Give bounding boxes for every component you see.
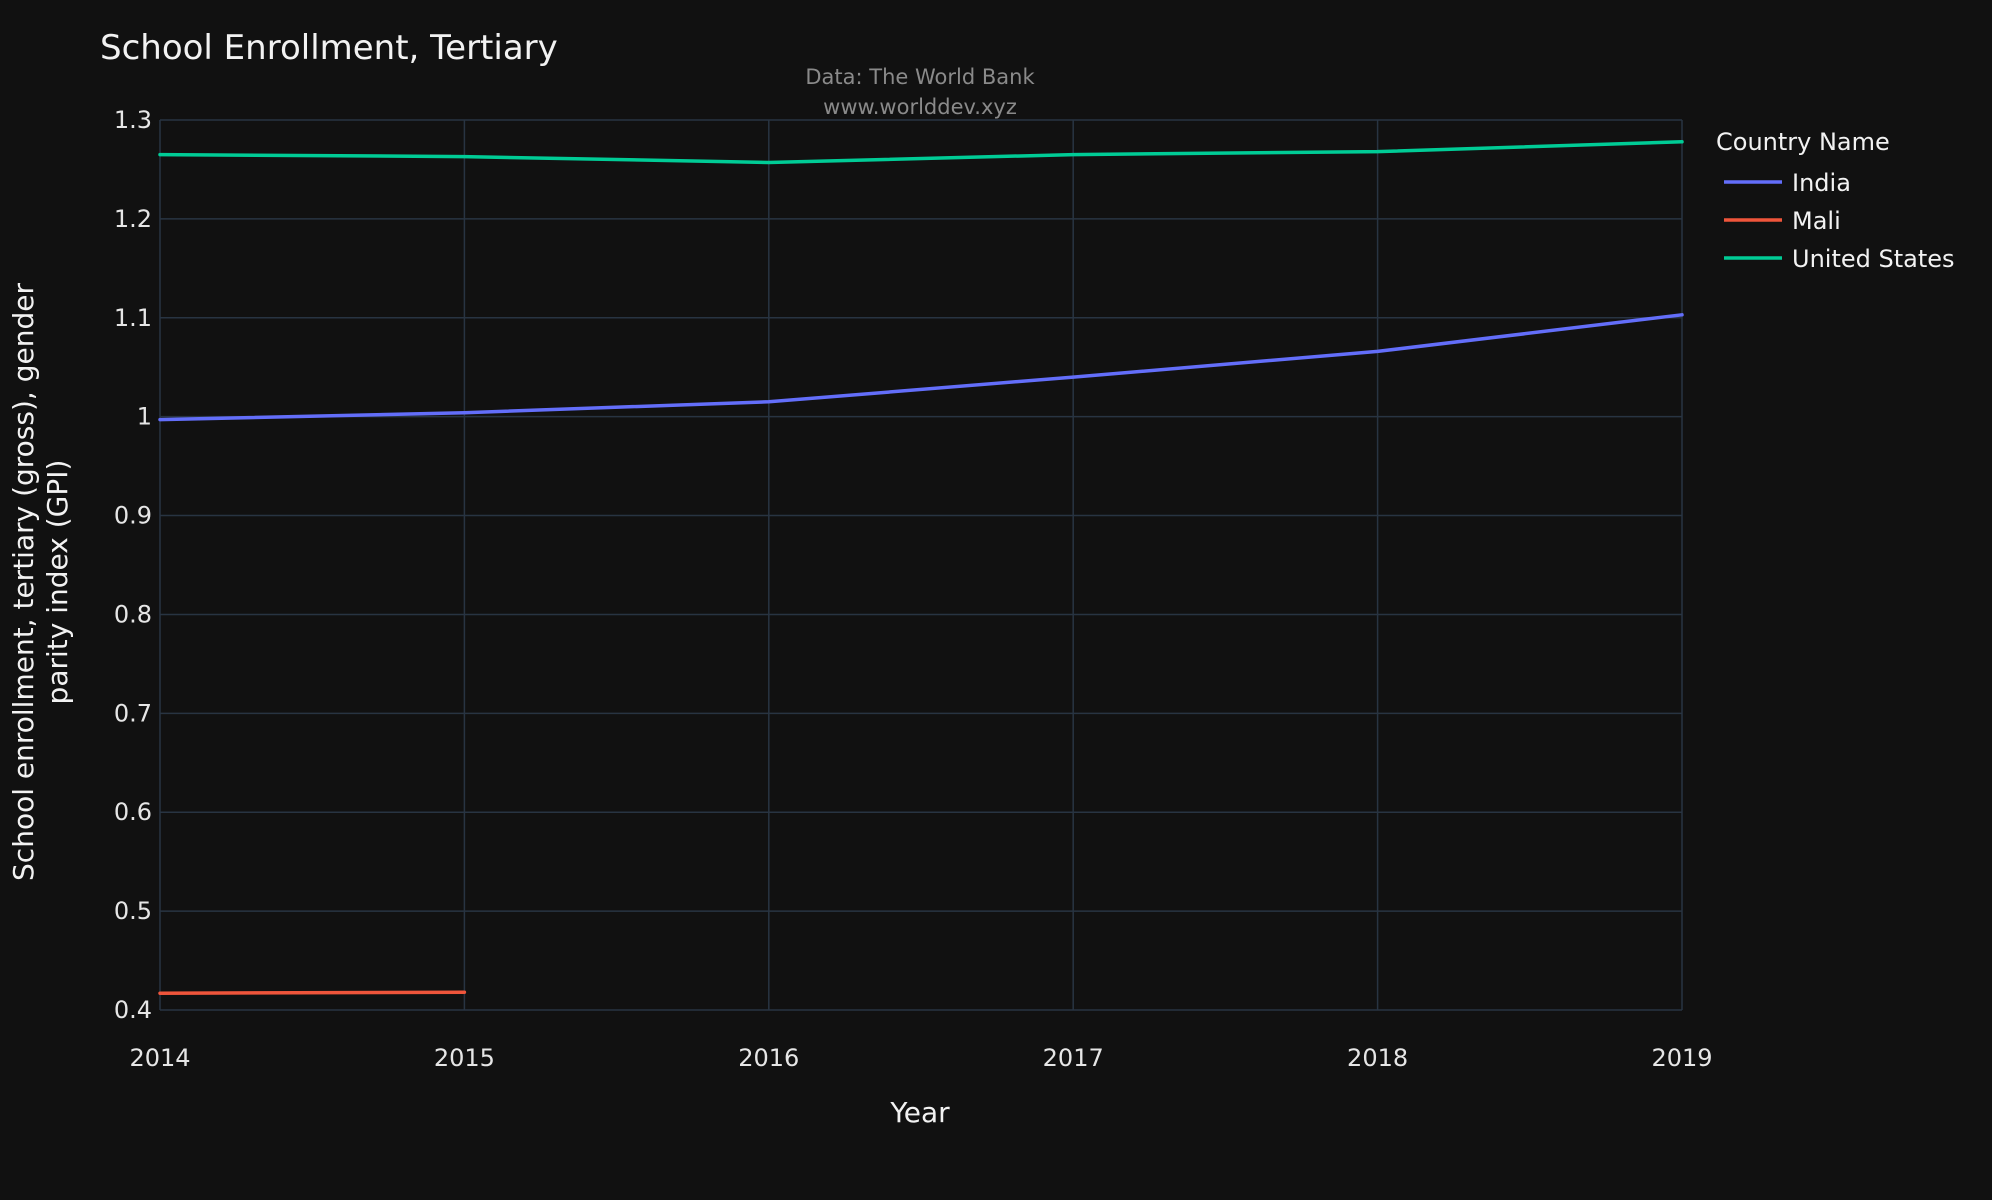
y-tick-label: 1 — [137, 403, 152, 431]
x-tick-label: 2014 — [129, 1044, 190, 1072]
y-tick-label: 0.7 — [114, 699, 152, 727]
legend: Country Name India Mali United States — [1716, 128, 1955, 273]
y-tick-label: 1.3 — [114, 106, 152, 134]
x-tick-label: 2017 — [1043, 1044, 1104, 1072]
y-tick-label: 1.2 — [114, 205, 152, 233]
y-axis-title-line-1: School enrollment, tertiary (gross), gen… — [7, 283, 40, 881]
y-tick-label: 0.9 — [114, 502, 152, 530]
chart-subtitle-url: www.worlddev.xyz — [823, 95, 1017, 119]
chart-subtitle-source: Data: The World Bank — [805, 65, 1035, 89]
legend-item-label: Mali — [1792, 207, 1841, 235]
x-tick-label: 2018 — [1347, 1044, 1408, 1072]
grid — [159, 119, 1683, 1011]
y-axis-ticks: 0.4 0.5 0.6 0.7 0.8 0.9 1 1.1 1.2 1.3 — [114, 106, 152, 1024]
y-tick-label: 1.1 — [114, 304, 152, 332]
x-axis-ticks: 2014 2015 2016 2017 2018 2019 — [129, 1044, 1712, 1072]
x-axis-title: Year — [889, 1096, 950, 1129]
y-axis-title-line-2: parity index (GPI) — [41, 460, 74, 705]
y-tick-label: 0.8 — [114, 600, 152, 628]
legend-title: Country Name — [1716, 128, 1890, 156]
series-line-india — [158, 313, 1684, 422]
legend-item-label: India — [1792, 169, 1851, 197]
legend-item-label: United States — [1792, 245, 1955, 273]
x-tick-label: 2015 — [434, 1044, 495, 1072]
series-line-united-states — [158, 140, 1684, 165]
y-tick-label: 0.6 — [114, 798, 152, 826]
chart-title: School Enrollment, Tertiary — [100, 28, 558, 68]
y-tick-label: 0.4 — [114, 996, 152, 1024]
x-tick-label: 2016 — [738, 1044, 799, 1072]
series-line-mali — [158, 990, 467, 995]
series-lines — [158, 140, 1684, 995]
x-tick-label: 2019 — [1651, 1044, 1712, 1072]
y-axis-title: School enrollment, tertiary (gross), gen… — [7, 283, 74, 881]
y-tick-label: 0.5 — [114, 897, 152, 925]
